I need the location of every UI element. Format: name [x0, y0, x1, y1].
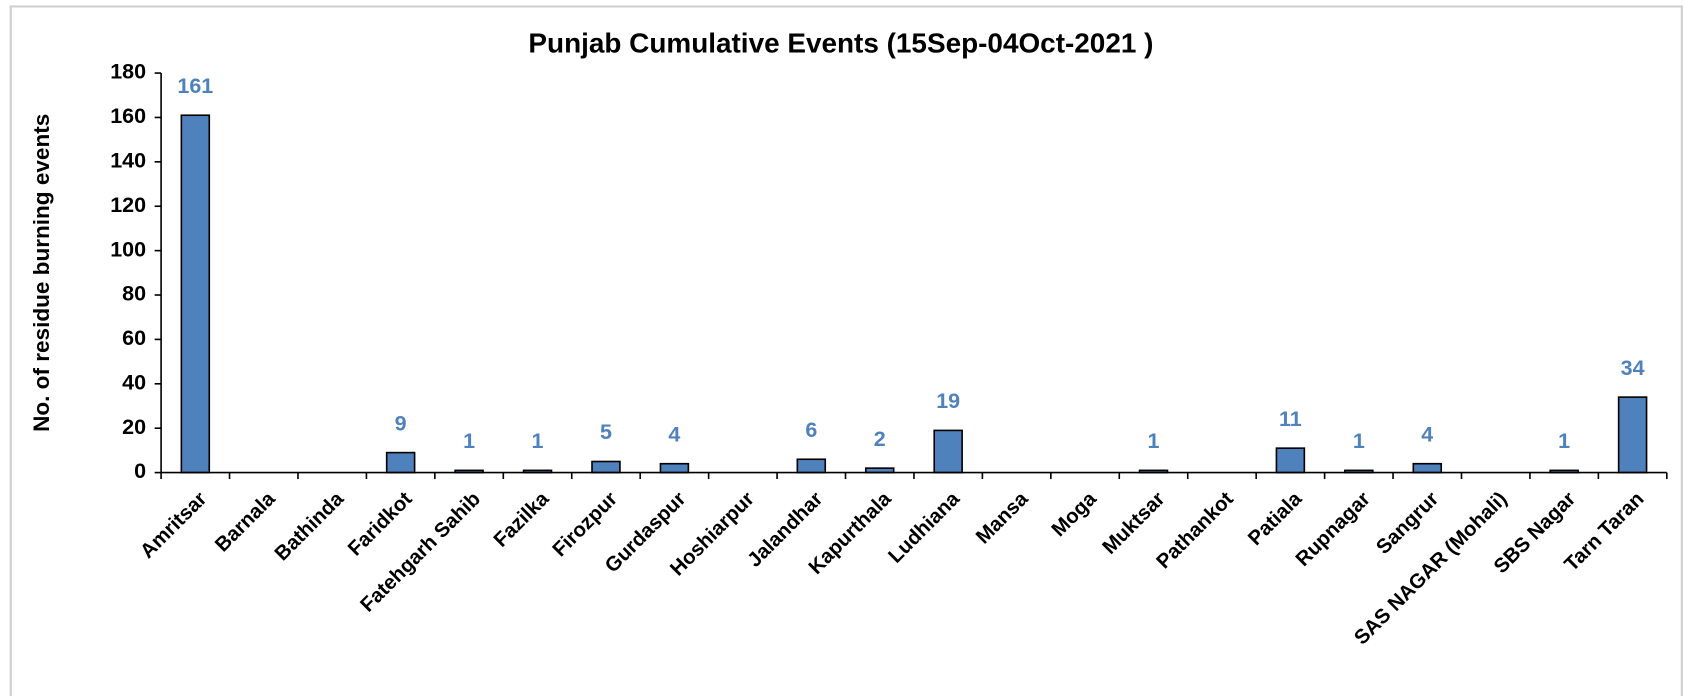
- data-label: 4: [668, 422, 680, 446]
- bar: [659, 462, 690, 474]
- y-tick-label: 80: [122, 282, 146, 306]
- data-label: 1: [1558, 429, 1570, 453]
- x-tick-label: Firozpur: [549, 488, 622, 561]
- bar: [796, 458, 827, 474]
- x-tick-label: Rupnagar: [1292, 488, 1375, 571]
- data-label: 4: [1421, 422, 1433, 446]
- y-tick-label: 180: [110, 60, 146, 84]
- x-tick-label: Fatehgarh Sahib: [357, 488, 486, 617]
- x-tick-label: Faridkot: [344, 488, 417, 561]
- x-tick-label: Amritsar: [136, 488, 211, 563]
- data-label: 19: [936, 389, 960, 413]
- data-label: 6: [805, 418, 817, 442]
- y-tick-label: 140: [110, 149, 146, 173]
- y-tick-label: 160: [110, 104, 146, 128]
- data-label: 9: [395, 411, 407, 435]
- data-label: 1: [1148, 429, 1160, 453]
- bar: [385, 451, 416, 474]
- data-label: 161: [177, 74, 213, 98]
- data-label: 5: [600, 420, 612, 444]
- y-axis-title: No. of residue burning events: [29, 114, 54, 432]
- x-tick-label: Moga: [1048, 488, 1102, 542]
- bar: [933, 429, 963, 474]
- bar: [1412, 462, 1443, 474]
- bar: [591, 460, 621, 474]
- x-tick-label: Patiala: [1244, 488, 1307, 551]
- data-label: 1: [1353, 429, 1365, 453]
- x-tick-label: Sangrur: [1372, 488, 1443, 559]
- y-tick-label: 20: [122, 415, 146, 439]
- x-tick-label: Barnala: [211, 488, 280, 557]
- data-label: 2: [874, 427, 886, 451]
- y-tick-label: 0: [134, 459, 146, 483]
- x-tick-label: Ludhiana: [884, 488, 964, 568]
- data-label: 1: [463, 429, 475, 453]
- bar: [1617, 396, 1648, 474]
- chart-title: Punjab Cumulative Events (15Sep-04Oct-20…: [528, 28, 1153, 59]
- x-tick-label: Muktsar: [1099, 488, 1170, 559]
- bar: [180, 114, 211, 474]
- bar: [1275, 447, 1306, 474]
- x-tick-label: Fazilka: [490, 488, 554, 552]
- y-tick-label: 100: [110, 237, 146, 261]
- data-label: 34: [1621, 356, 1645, 380]
- y-tick-label: 120: [110, 193, 146, 217]
- y-tick-label: 40: [122, 370, 146, 394]
- x-tick-label: Bathinda: [271, 488, 349, 566]
- x-tick-label: Mansa: [972, 488, 1033, 549]
- data-label: 1: [532, 429, 544, 453]
- data-label: 11: [1279, 407, 1302, 431]
- chart-frame: [9, 5, 1683, 696]
- y-tick-label: 60: [122, 326, 146, 350]
